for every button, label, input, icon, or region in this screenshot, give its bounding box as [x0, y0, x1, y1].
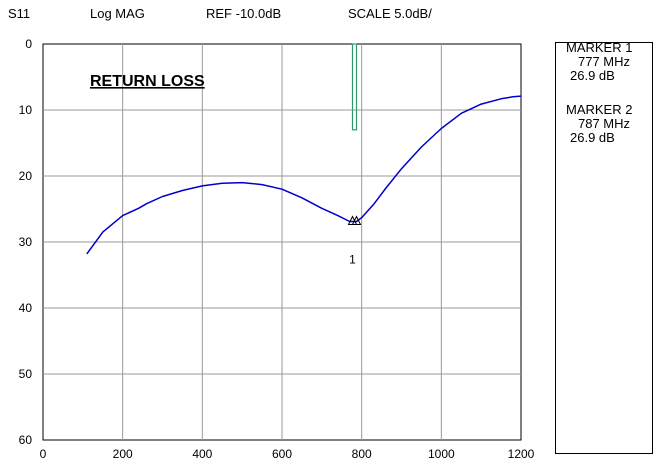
x-tick-label: 600: [272, 447, 292, 461]
limit-marker-layer: [351, 43, 358, 131]
x-tick-label: 400: [192, 447, 212, 461]
format-label: Log MAG: [90, 6, 145, 21]
marker-1-label: 1: [349, 253, 356, 267]
marker-2-value: 26.9 dB: [570, 130, 615, 145]
x-tick-label: 200: [113, 447, 133, 461]
y-tick-label: 10: [19, 103, 33, 117]
marker-1-readout: MARKER 1 777 MHz 26.9 dB: [556, 41, 652, 83]
y-tick-label: 0: [25, 37, 32, 51]
chart-title: RETURN LOSS: [90, 73, 205, 90]
marker-1-frequency: 777 MHz: [578, 54, 631, 69]
marker-1-title: MARKER 1: [566, 40, 633, 55]
x-tick-label: 0: [40, 447, 47, 461]
s11-trace: [86, 95, 522, 255]
marker-2-title: MARKER 2: [566, 102, 633, 117]
x-tick-label: 1200: [508, 447, 535, 461]
trace-layer: [86, 95, 522, 255]
y-tick-label: 30: [19, 235, 33, 249]
x-tick-label: 800: [352, 447, 372, 461]
y-tick-label: 20: [19, 169, 33, 183]
y-tick-label: 40: [19, 301, 33, 315]
chart-ticks: 0 200 400 600 800 1000 1200 0 10 20 30 40 50 60: [19, 37, 535, 461]
limit-marker: [351, 43, 358, 131]
marker-1-triangle: [347, 215, 358, 226]
marker-2-triangle: [351, 215, 362, 226]
chart-grid: [42, 43, 522, 441]
marker-layer: 1: [347, 215, 362, 267]
x-tick-label: 1000: [428, 447, 455, 461]
y-tick-label: 60: [19, 433, 33, 447]
marker-2-frequency: 787 MHz: [578, 116, 631, 131]
y-tick-label: 50: [19, 367, 33, 381]
marker-1-value: 26.9 dB: [570, 68, 615, 83]
scale-label: SCALE 5.0dB/: [348, 6, 432, 21]
marker-readout-panel: MARKER 1 777 MHz 26.9 dB MARKER 2 787 MH…: [555, 41, 653, 454]
marker-2-readout: MARKER 2 787 MHz 26.9 dB: [556, 103, 652, 145]
reference-label: REF -10.0dB: [206, 6, 282, 21]
parameter-label: S11: [8, 6, 31, 21]
